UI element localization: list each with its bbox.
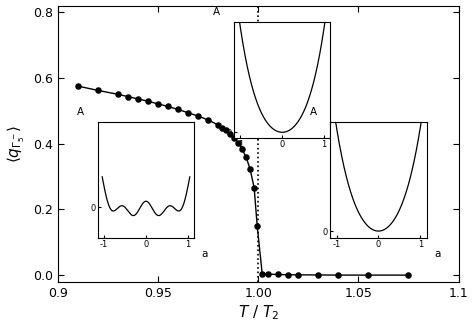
Point [246, 167, 254, 172]
Point [219, 125, 226, 130]
Point [284, 272, 292, 277]
Point [264, 272, 272, 277]
Point [174, 107, 182, 112]
Point [124, 94, 132, 99]
Point [214, 122, 222, 128]
Point [254, 223, 261, 228]
Point [274, 272, 282, 277]
Point [234, 140, 242, 145]
Point [242, 155, 250, 160]
Point [164, 104, 172, 109]
Point [222, 128, 230, 133]
Point [258, 271, 266, 277]
Point [154, 101, 162, 107]
Point [94, 88, 102, 93]
Point [144, 99, 152, 104]
Point [405, 273, 412, 278]
Point [238, 147, 246, 152]
Point [227, 131, 234, 136]
Point [230, 135, 238, 140]
Point [250, 185, 258, 191]
Point [114, 92, 122, 97]
Point [365, 273, 372, 278]
Point [74, 84, 82, 89]
X-axis label: $T\ /\ T_2$: $T\ /\ T_2$ [237, 304, 279, 322]
Point [134, 96, 142, 102]
Point [194, 113, 202, 119]
Point [294, 272, 302, 277]
Y-axis label: $\langle q_{\Gamma_5^-} \rangle$: $\langle q_{\Gamma_5^-} \rangle$ [6, 125, 27, 163]
Point [315, 272, 322, 277]
Point [335, 273, 342, 278]
Point [184, 110, 192, 115]
Point [204, 117, 212, 123]
